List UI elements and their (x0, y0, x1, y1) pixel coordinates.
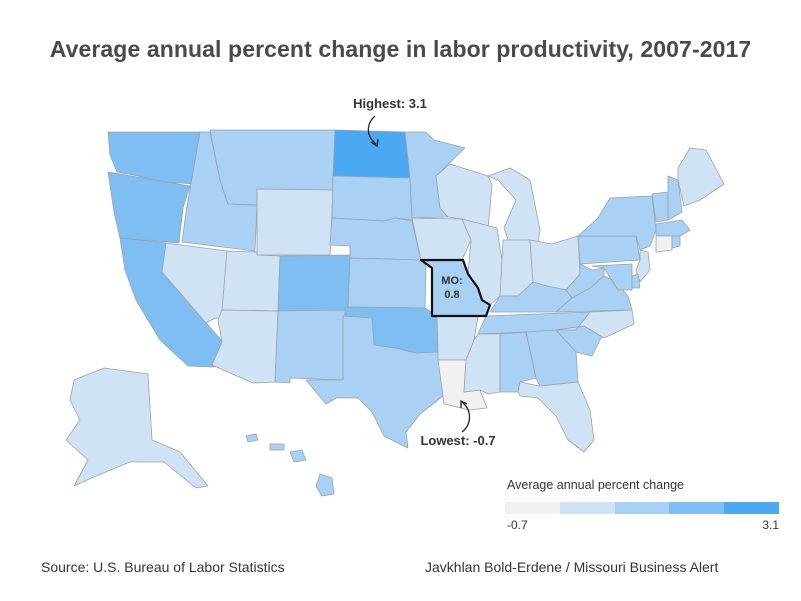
state-HI (315, 473, 335, 497)
state-NJ (635, 249, 651, 283)
author-credit: Javkhlan Bold-Erdene / Missouri Business… (425, 559, 719, 575)
legend-color-scale (505, 502, 779, 514)
state-AZ (211, 309, 279, 384)
state-HI-island-4 (289, 449, 307, 463)
state-NE (329, 217, 422, 261)
highest-annotation: Highest: 3.1 (353, 96, 427, 111)
state-UT (221, 250, 281, 312)
state-OR (107, 171, 191, 244)
highest-arrowhead-icon (370, 138, 379, 148)
lowest-arrow-icon (461, 401, 471, 433)
state-SD (331, 175, 413, 222)
state-CO (277, 254, 351, 312)
state-WY (256, 188, 334, 256)
state-NH (667, 175, 683, 221)
state-RI (671, 235, 681, 249)
legend-title: Average annual percent change (507, 478, 684, 492)
state-FL (517, 381, 595, 453)
mo-label-line1: MO: (441, 275, 462, 287)
state-NC (555, 309, 635, 339)
state-MA (655, 219, 691, 237)
state-TX (305, 315, 444, 449)
state-CT (655, 235, 673, 253)
legend-min-label: -0.7 (507, 518, 528, 532)
legend-swatch-1 (505, 502, 560, 514)
mo-label-value: 0.8 (444, 289, 459, 301)
state-OH (529, 235, 581, 291)
legend-swatch-4 (669, 502, 725, 514)
state-HI-island-2 (245, 433, 259, 443)
highest-arrow-icon (367, 115, 377, 145)
state-IA (411, 217, 472, 261)
map-title: Average annual percent change in labor p… (49, 36, 752, 62)
legend-max-label: 3.1 (762, 518, 779, 532)
state-KS (347, 257, 427, 309)
state-PA (577, 235, 641, 265)
lowest-arrowhead-icon (460, 399, 468, 408)
legend-swatch-5 (724, 502, 779, 514)
legend-swatch-3 (614, 502, 670, 514)
legend: Average annual percent change -0.7 3.1 (505, 476, 781, 536)
missouri-highlight-outline (419, 258, 492, 318)
lowest-annotation: Lowest: -0.7 (420, 433, 495, 448)
source-note: Source: U.S. Bureau of Labor Statistics (41, 559, 285, 575)
state-AK (65, 367, 209, 489)
state-MD (591, 263, 633, 291)
state-NM (274, 309, 346, 384)
state-HI-island-3 (269, 443, 285, 451)
state-ND (332, 129, 411, 179)
legend-swatch-2 (559, 502, 615, 514)
state-ME (677, 147, 725, 207)
